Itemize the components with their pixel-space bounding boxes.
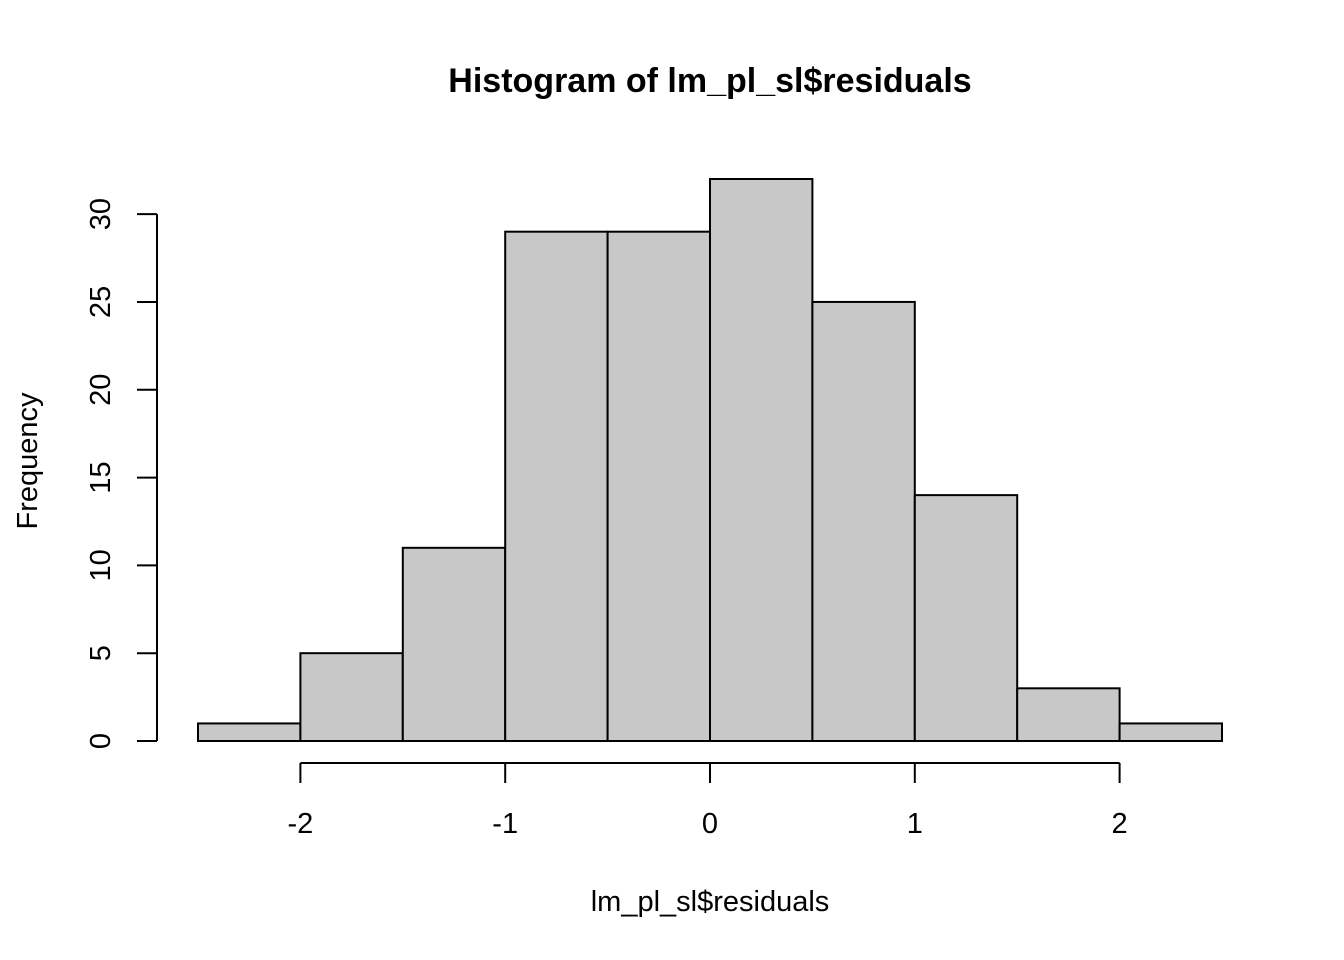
y-tick-label: 20 xyxy=(85,374,117,406)
x-tick-label: 0 xyxy=(702,808,718,840)
histogram-bar xyxy=(1016,687,1121,742)
histogram-bar xyxy=(401,546,507,742)
histogram-bar xyxy=(709,178,814,742)
y-tick-label: 25 xyxy=(85,286,117,318)
x-tick-label: -2 xyxy=(288,808,314,840)
histogram-bar xyxy=(811,300,916,742)
y-tick-label: 0 xyxy=(85,733,117,749)
y-tick-label: 10 xyxy=(85,549,117,581)
y-axis-label: Frequency xyxy=(12,392,44,530)
y-tick-label: 15 xyxy=(85,461,117,493)
y-tick-label: 5 xyxy=(85,645,117,661)
histogram-bar xyxy=(1118,722,1223,742)
x-tick-label: 1 xyxy=(907,808,923,840)
x-axis-label: lm_pl_sl$residuals xyxy=(591,886,830,918)
x-tick-label: -1 xyxy=(492,808,518,840)
histogram-bar xyxy=(606,230,711,742)
y-axis: 0 5 10 15 20 25 30 xyxy=(85,198,158,749)
histogram-bar xyxy=(913,494,1019,742)
histogram-bar xyxy=(299,652,404,742)
x-axis: -2 -1 0 1 2 xyxy=(288,762,1128,840)
chart-title: Histogram of lm_pl_sl$residuals xyxy=(448,62,971,100)
y-tick-label: 30 xyxy=(85,198,117,230)
histogram-bar xyxy=(197,722,302,742)
histogram-bar xyxy=(504,230,609,742)
x-tick-label: 2 xyxy=(1112,808,1128,840)
bars-group xyxy=(197,178,1223,742)
